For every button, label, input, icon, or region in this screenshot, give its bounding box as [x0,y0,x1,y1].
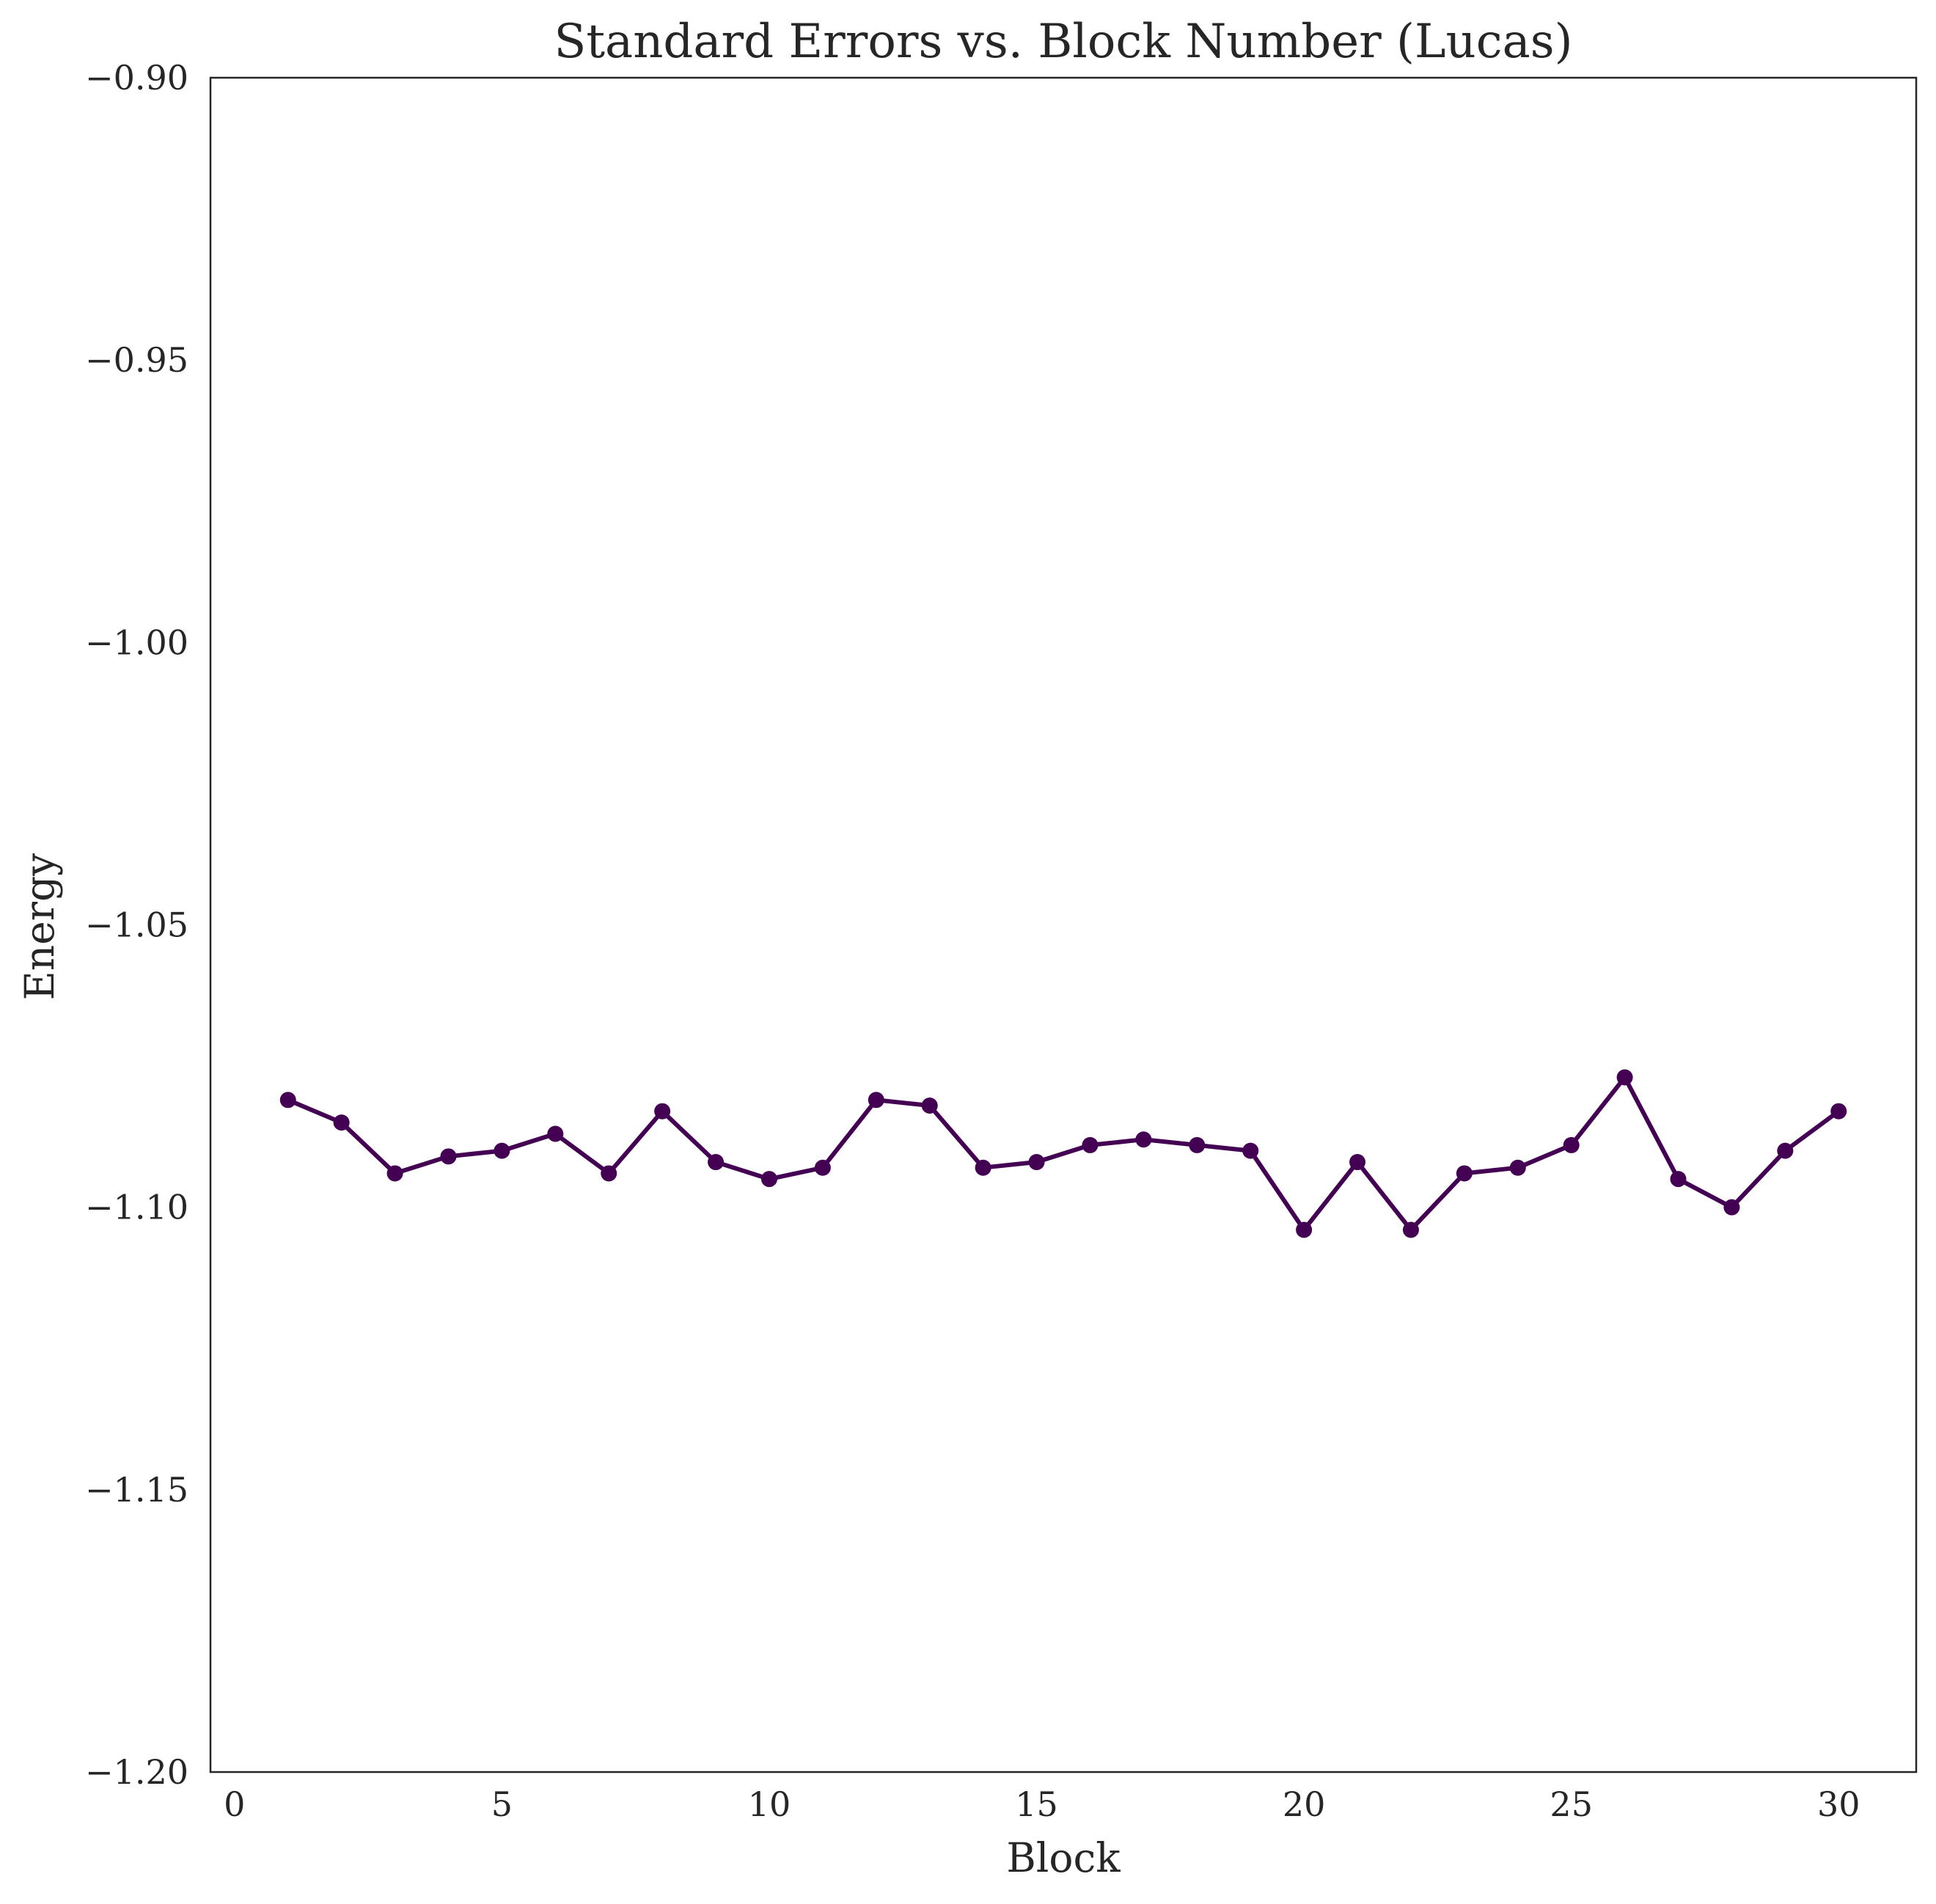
y-tick-label: −1.05 [85,905,188,945]
data-point [1777,1142,1794,1159]
chart-title: Standard Errors vs. Block Number (Lucas) [554,15,1572,69]
data-layer [279,1069,1847,1238]
x-tick-label: 15 [1015,1784,1058,1824]
data-point [868,1092,884,1109]
data-point [1509,1159,1526,1176]
x-tick-label: 20 [1283,1784,1326,1824]
data-point [760,1171,777,1188]
data-point [1028,1154,1045,1171]
y-tick-label: −1.15 [85,1470,188,1510]
x-tick-label: 25 [1550,1784,1593,1824]
y-axis-label: Energy [16,853,63,1001]
data-point [1349,1154,1366,1171]
data-point [547,1125,564,1142]
data-point [1723,1199,1740,1216]
x-tick-label: 0 [224,1784,245,1824]
y-tick-label: −0.90 [85,58,188,98]
data-point [279,1092,296,1109]
x-axis-label: Block [1006,1834,1121,1881]
data-point [1830,1103,1847,1120]
data-point [1082,1136,1099,1153]
data-point [333,1114,350,1131]
data-point [921,1098,938,1114]
data-point [1189,1136,1206,1153]
data-point [1296,1221,1313,1238]
y-tick-label: −1.20 [85,1752,188,1792]
x-tick-label: 10 [748,1784,791,1824]
data-point [654,1103,671,1120]
data-point [440,1148,457,1165]
y-tick-label: −0.95 [85,340,188,380]
data-point [1670,1171,1687,1188]
data-point [1456,1165,1473,1182]
data-point [1616,1069,1633,1086]
data-point [975,1159,991,1176]
data-point [708,1154,725,1171]
data-point [1563,1136,1580,1153]
data-point [494,1142,510,1159]
x-tick-label: 30 [1817,1784,1860,1824]
data-point [1135,1131,1152,1148]
data-point [386,1165,403,1182]
y-tick-label: −1.10 [85,1188,188,1227]
axis-ticks: 0 5 10 15 20 25 30 −0.90 −0.95 −1.00 −1.05 −1.10 −1.… [85,58,1860,1824]
data-point [601,1165,617,1182]
data-point [1242,1142,1259,1159]
x-tick-label: 5 [491,1784,513,1824]
plot-area-frame [209,76,1918,1773]
series-line [285,1075,1841,1232]
data-point [1402,1221,1419,1238]
data-point [814,1159,831,1176]
y-tick-label: −1.00 [85,622,188,662]
